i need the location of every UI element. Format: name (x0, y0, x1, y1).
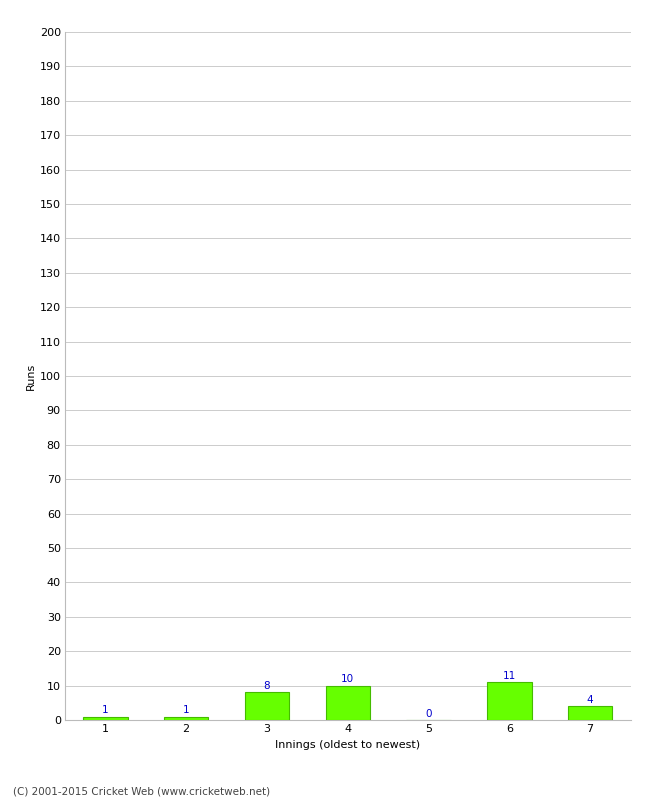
Bar (487, 682, 532, 720)
Text: 10: 10 (341, 674, 354, 684)
Bar (245, 693, 289, 720)
Text: 1: 1 (102, 705, 109, 715)
Text: (C) 2001-2015 Cricket Web (www.cricketweb.net): (C) 2001-2015 Cricket Web (www.cricketwe… (13, 786, 270, 796)
Bar (164, 717, 209, 720)
X-axis label: Innings (oldest to newest): Innings (oldest to newest) (275, 740, 421, 750)
Text: 1: 1 (183, 705, 190, 715)
Text: 4: 4 (587, 695, 593, 705)
Y-axis label: Runs: Runs (25, 362, 36, 390)
Bar (568, 706, 612, 720)
Text: 0: 0 (425, 709, 432, 718)
Bar (83, 717, 127, 720)
Text: 8: 8 (264, 681, 270, 691)
Bar (326, 686, 370, 720)
Text: 11: 11 (502, 670, 516, 681)
